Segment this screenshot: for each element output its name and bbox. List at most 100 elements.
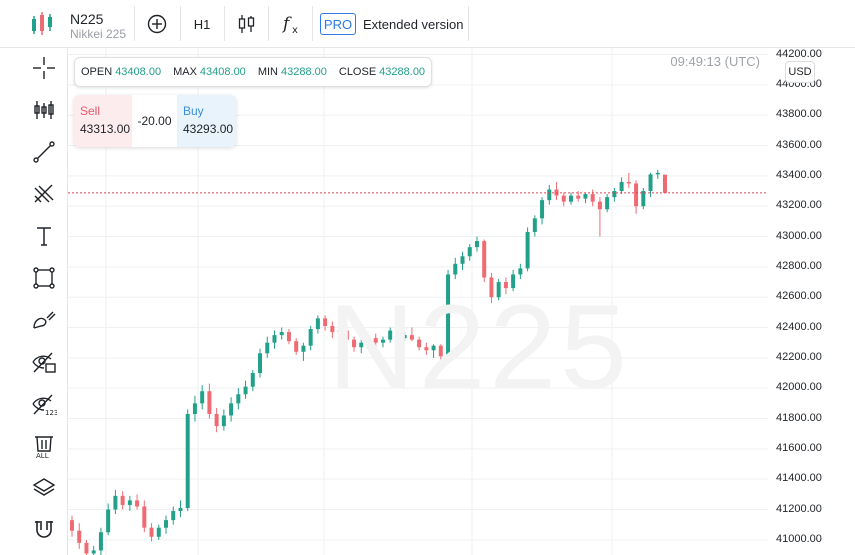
candle[interactable] [120, 491, 125, 510]
candle[interactable] [453, 257, 458, 279]
price-axis[interactable]: 44200.00 44000.00 43800.00 43600.00 43400.00… [768, 48, 855, 555]
candle[interactable] [474, 236, 479, 252]
candle[interactable] [236, 388, 241, 410]
candle[interactable] [200, 385, 205, 410]
magnet-tool[interactable] [28, 514, 60, 546]
candle[interactable] [301, 342, 306, 361]
candle[interactable] [250, 369, 255, 392]
candle[interactable] [619, 177, 624, 195]
candle[interactable] [344, 327, 349, 343]
candle[interactable] [648, 172, 653, 198]
candle[interactable] [149, 523, 154, 542]
candle[interactable] [409, 327, 414, 342]
candle[interactable] [229, 397, 234, 422]
candle[interactable] [612, 188, 617, 202]
candle[interactable] [258, 348, 263, 378]
candle[interactable] [265, 336, 270, 358]
delete-all-tool[interactable]: ALL [28, 430, 60, 462]
candle[interactable] [207, 383, 212, 419]
candle[interactable] [388, 327, 393, 343]
candle[interactable] [84, 539, 89, 555]
candle[interactable] [547, 184, 552, 205]
text-tool[interactable] [28, 220, 60, 252]
pro-badge[interactable]: PRO [320, 13, 356, 35]
candle[interactable] [489, 272, 494, 304]
candle[interactable] [315, 315, 320, 334]
candle[interactable] [243, 380, 248, 399]
candle[interactable] [279, 327, 284, 340]
candle[interactable] [641, 188, 646, 210]
candle[interactable] [554, 181, 559, 201]
chart-pane[interactable]: N225 09:49:13 (UTC) OPEN 43408.00 MAX 43… [68, 48, 768, 555]
candle[interactable] [221, 409, 226, 431]
candle[interactable] [185, 409, 190, 512]
candle[interactable] [568, 192, 573, 205]
candle[interactable] [503, 277, 508, 295]
currency-button[interactable]: USD [785, 61, 815, 83]
candle[interactable] [286, 329, 291, 345]
candle[interactable] [605, 194, 610, 213]
candle[interactable] [511, 269, 516, 292]
candle[interactable] [540, 197, 545, 225]
candle[interactable] [178, 500, 183, 518]
candle[interactable] [366, 335, 371, 348]
candle[interactable] [424, 342, 429, 355]
crosshair-tool[interactable] [28, 52, 60, 84]
candle[interactable] [597, 197, 602, 237]
candle[interactable] [402, 332, 407, 342]
candle[interactable] [70, 515, 74, 537]
candle[interactable] [156, 524, 161, 540]
candle[interactable] [590, 189, 595, 207]
candle[interactable] [431, 344, 436, 358]
candle[interactable] [77, 523, 82, 549]
candle[interactable] [634, 180, 639, 214]
add-symbol-button[interactable] [142, 8, 172, 40]
buy-button[interactable]: Buy 43293.00 [177, 95, 236, 147]
candle[interactable] [352, 336, 357, 352]
rectangle-tool[interactable] [28, 262, 60, 294]
chart-type-button[interactable] [232, 8, 262, 40]
candle[interactable] [380, 336, 385, 348]
candle[interactable] [663, 174, 667, 193]
layers-tool[interactable] [28, 472, 60, 504]
trend-line-tool[interactable] [28, 136, 60, 168]
extended-version-link[interactable]: Extended version [363, 17, 464, 32]
candle[interactable] [518, 263, 523, 279]
candle[interactable] [142, 500, 147, 533]
candle[interactable] [359, 339, 364, 354]
candle[interactable] [525, 227, 530, 272]
candle[interactable] [438, 344, 443, 361]
candle[interactable] [337, 326, 342, 337]
candle[interactable] [294, 338, 299, 355]
candle[interactable] [373, 333, 378, 346]
hide-drawings-tool[interactable] [28, 346, 60, 378]
indicators-tool[interactable] [28, 94, 60, 126]
candle[interactable] [272, 330, 277, 349]
candle[interactable] [482, 239, 487, 283]
candle[interactable] [583, 192, 588, 204]
candle[interactable] [561, 192, 566, 207]
candle[interactable] [626, 172, 631, 189]
hide-indicators-tool[interactable]: 123 [28, 388, 60, 420]
candle[interactable] [395, 329, 400, 343]
candle[interactable] [417, 336, 422, 351]
candle[interactable] [460, 251, 465, 270]
candle[interactable] [164, 515, 169, 534]
candle[interactable] [467, 244, 472, 261]
candle[interactable] [496, 278, 501, 301]
candlestick-chart[interactable] [68, 48, 768, 555]
candle[interactable] [171, 506, 176, 525]
candle[interactable] [308, 326, 313, 351]
candle[interactable] [576, 191, 581, 202]
candle[interactable] [214, 407, 219, 433]
fibonacci-tool[interactable] [28, 178, 60, 210]
brush-tool[interactable] [28, 304, 60, 336]
candle[interactable] [655, 169, 660, 179]
candle[interactable] [127, 495, 132, 512]
candle[interactable] [532, 215, 537, 237]
candle[interactable] [98, 527, 103, 555]
candle[interactable] [446, 269, 451, 358]
candle[interactable] [330, 321, 335, 339]
sell-button[interactable]: Sell 43313.00 [74, 95, 132, 147]
